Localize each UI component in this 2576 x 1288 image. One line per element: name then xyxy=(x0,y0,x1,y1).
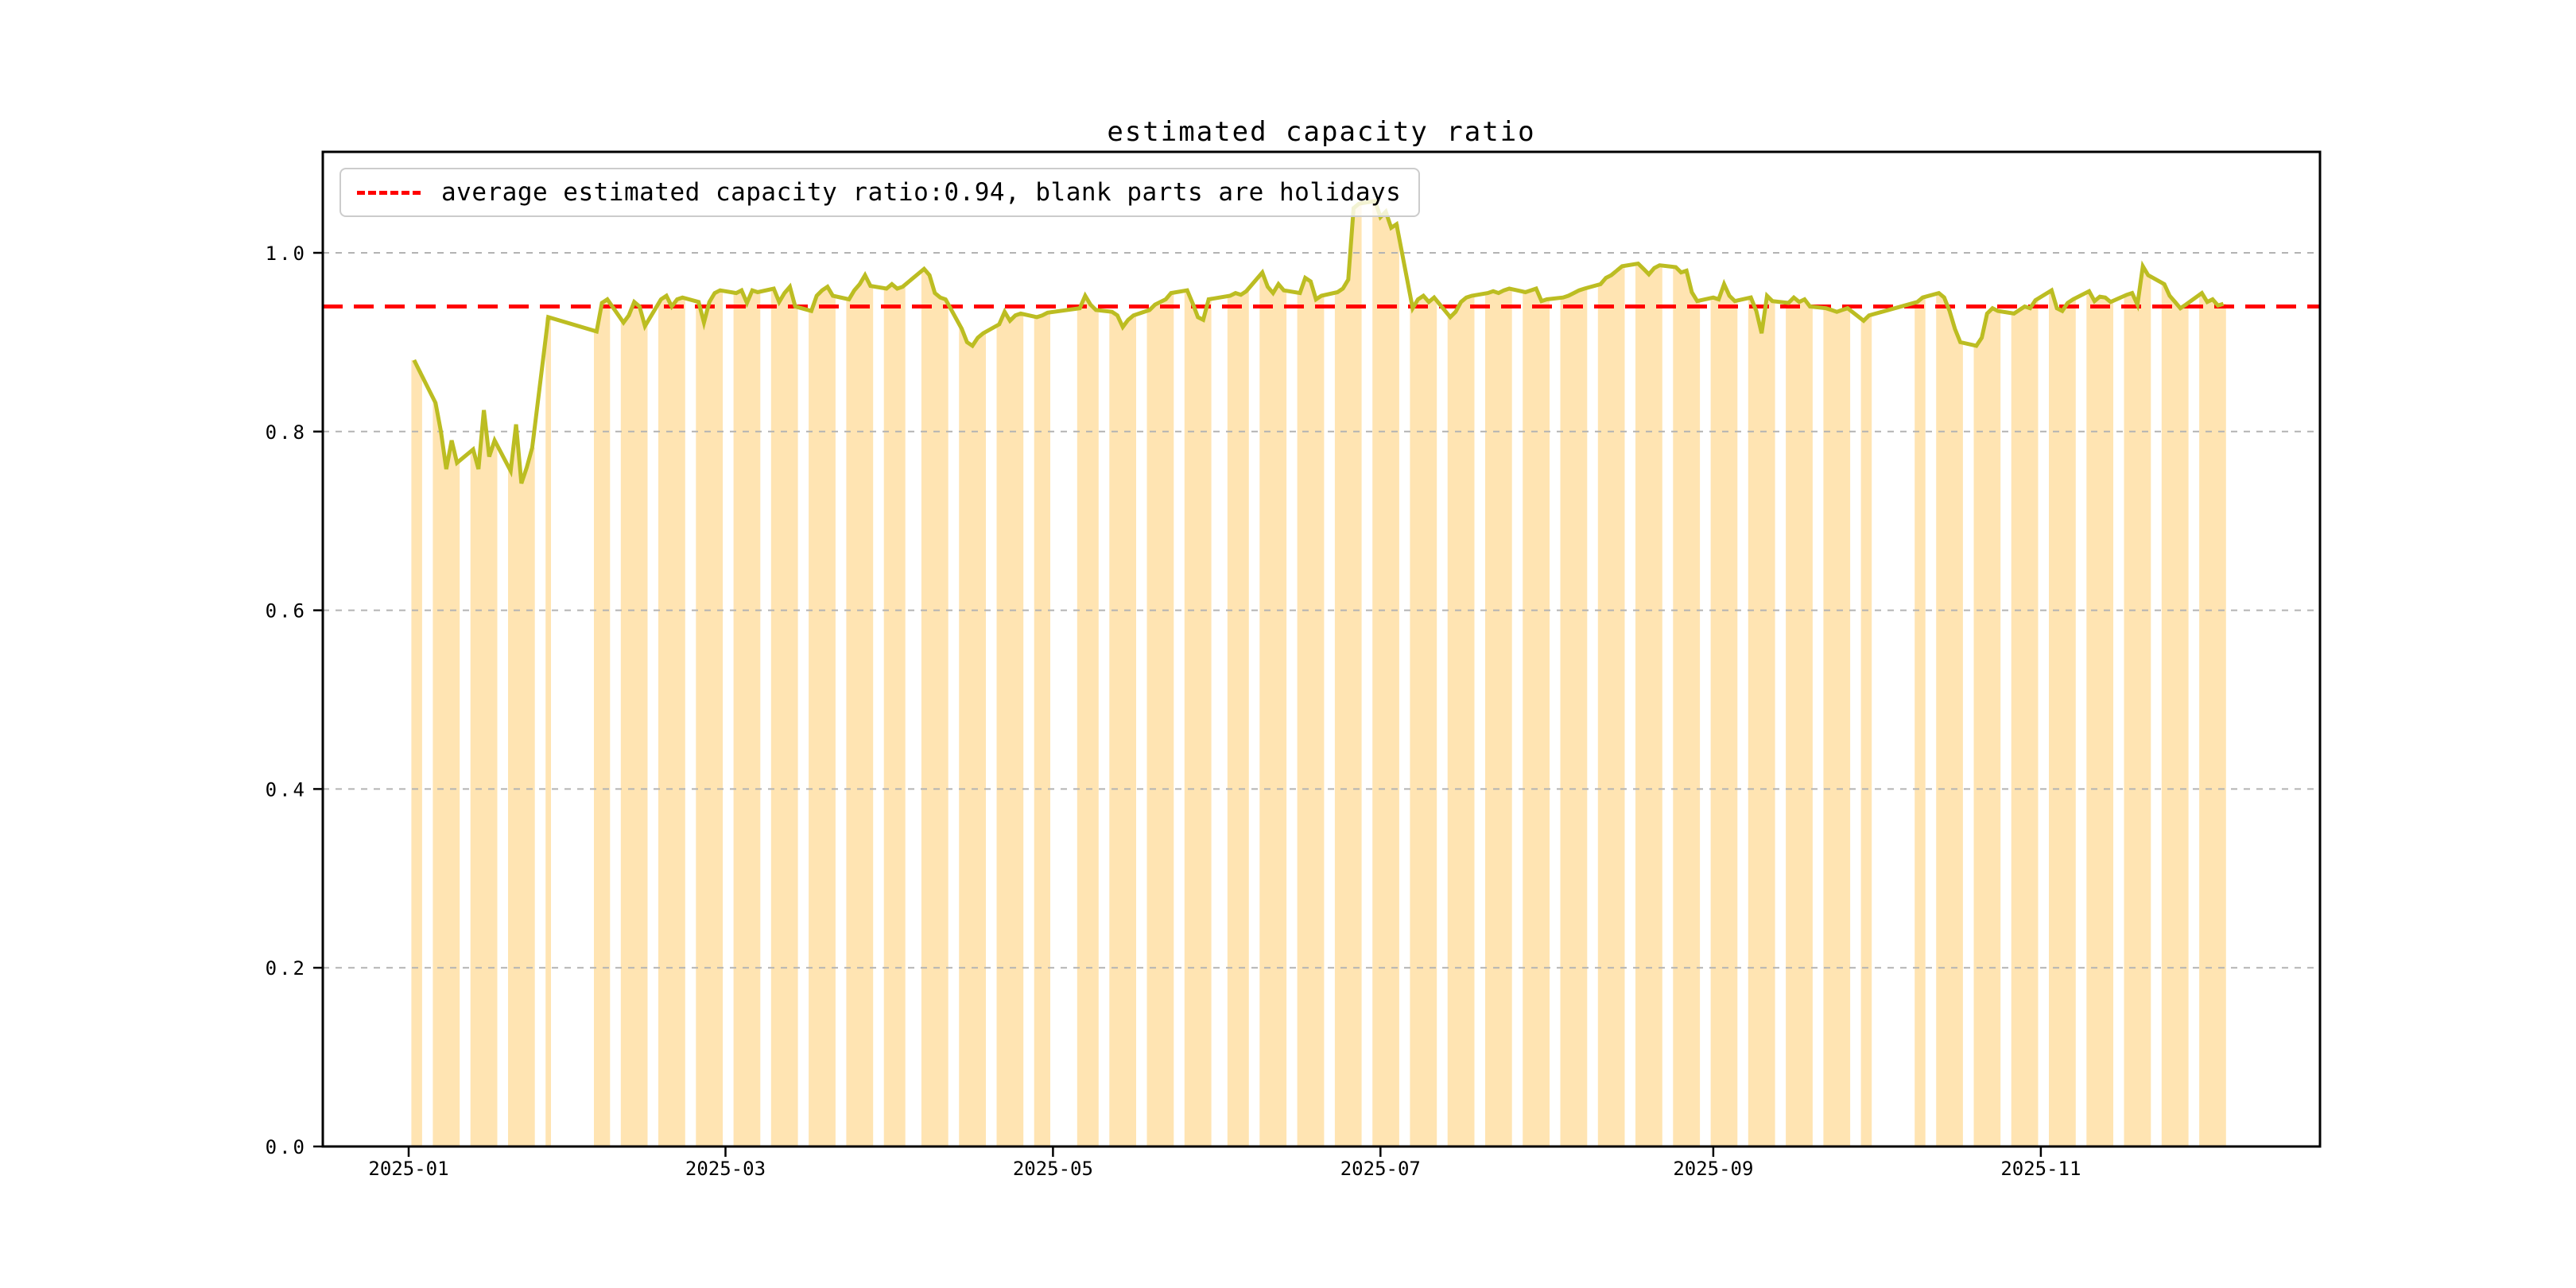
legend-box: average estimated capacity ratio:0.94, b… xyxy=(339,168,1421,217)
chart-title: estimated capacity ratio xyxy=(1107,116,1536,148)
y-tick-label: 0.2 xyxy=(266,957,307,980)
x-tick-label: 2025-11 xyxy=(2000,1158,2081,1180)
y-tick-label: 0.0 xyxy=(266,1136,307,1158)
capacity-bars-area xyxy=(411,200,2226,1146)
x-tick-label: 2025-07 xyxy=(1340,1158,1421,1180)
y-tick-label: 0.6 xyxy=(266,600,307,623)
x-tick-label: 2025-03 xyxy=(685,1158,766,1180)
plot-border xyxy=(321,150,2322,1148)
y-tick-label: 0.4 xyxy=(266,778,307,801)
x-tick-label: 2025-09 xyxy=(1673,1158,1753,1180)
legend-label: average estimated capacity ratio:0.94, b… xyxy=(441,178,1402,207)
legend-dashed-line-icon xyxy=(357,190,421,195)
capacity-line xyxy=(412,198,2225,484)
x-tick-label: 2025-01 xyxy=(368,1158,448,1180)
y-tick-label: 0.8 xyxy=(266,421,307,444)
x-tick-label: 2025-05 xyxy=(1013,1158,1093,1180)
y-tick-label: 1.0 xyxy=(266,242,307,265)
